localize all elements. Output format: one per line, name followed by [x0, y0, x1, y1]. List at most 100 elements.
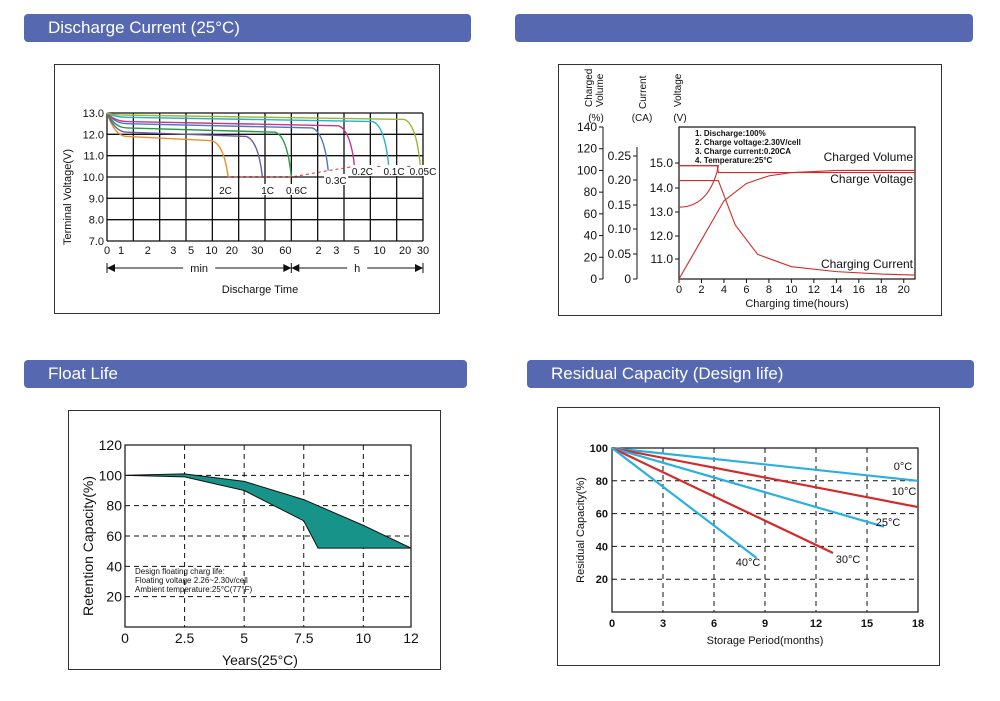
charge-x-axis-label: Charging time(hours): [745, 298, 848, 310]
discharge-arrow-head: [283, 264, 300, 272]
charge-volume-header: Volume: [595, 73, 606, 107]
charge-volume-tick-label: 60: [584, 207, 598, 221]
discharge-x-tick-label: 30: [417, 245, 429, 257]
float-x-tick-label: 10: [356, 630, 372, 646]
residual-y-tick-label: 80: [596, 476, 608, 488]
residual-x-tick-label: 3: [660, 618, 666, 630]
float-life-chart: 20 40 60 80 100 120 0 2.5 5 7.5 10 12 Retention Capa…: [80, 437, 419, 668]
residual-line-10°C: [611, 446, 919, 509]
float-note: Ambient temperature:25°C(77°F): [135, 585, 252, 594]
residual-x-tick-label: 12: [810, 618, 822, 630]
discharge-x-tick-label: 5: [188, 245, 194, 257]
float-chart-panel: 20 40 60 80 100 120 0 2.5 5 7.5 10 12 Retention Capa…: [68, 410, 441, 670]
charge-volume-tick-label: 20: [584, 250, 598, 264]
residual-x-tick-label: 0: [609, 618, 615, 630]
discharge-curve-0.3C: [106, 112, 329, 171]
float-x-tick-label: 2.5: [175, 630, 195, 646]
discharge-arrow-head: [107, 264, 115, 272]
discharge-x-tick-label: 60: [279, 245, 291, 257]
residual-y-tick-label: 40: [596, 541, 608, 553]
residual-y-axis-label: Residual Capacity(%): [575, 477, 587, 583]
discharge-x-tick-label: 3: [333, 245, 339, 257]
residual-x-tick-label: 18: [912, 618, 924, 630]
residual-capacity-header: Residual Capacity (Design life): [527, 360, 974, 388]
discharge-curve-0.05C: [106, 112, 422, 167]
discharge-x-tick-label: 20: [399, 245, 411, 257]
charge-x-tick-label: 0: [676, 284, 682, 296]
charge-plot-frame: [678, 126, 916, 280]
residual-chart-panel: 20 40 60 80 100 0 3 6 9 12 15 18 Residual Capacity(%…: [557, 407, 940, 666]
discharge-current-header: Discharge Current (25°C): [24, 14, 471, 42]
discharge-min-label: min: [190, 263, 208, 275]
discharge-x-tick-label: 20: [226, 245, 238, 257]
discharge-curve-0.6C: [106, 112, 293, 178]
float-y-tick-label: 120: [99, 437, 123, 453]
discharge-x-tick-label: 0: [104, 245, 110, 257]
charge-voltage-tick-label: 12.0: [650, 229, 674, 243]
discharge-arrow-head: [415, 264, 423, 272]
discharge-series-label-bg: [324, 174, 349, 185]
residual-x-axis-label: Storage Period(months): [707, 635, 824, 647]
residual-x-tick-label: 15: [861, 618, 873, 630]
discharge-x-tick-label: 5: [354, 245, 360, 257]
charge-volume-tick-label: 100: [577, 163, 597, 177]
charge-volume-tick-label: 0: [590, 272, 597, 286]
float-x-tick-label: 5: [240, 630, 248, 646]
discharge-series-label: 0.1C: [383, 167, 404, 178]
float-y-tick-label: 80: [106, 498, 122, 514]
discharge-y-tick-label: 9.0: [89, 193, 104, 205]
discharge-x-tick-label: 10: [374, 245, 386, 257]
charge-voltage-tick-label: 15.0: [650, 156, 674, 170]
float-life-title: Float Life: [48, 364, 118, 383]
float-life-band: [124, 473, 412, 549]
discharge-y-tick-label: 12.0: [83, 129, 104, 141]
charge-voltage-header: Voltage: [673, 73, 684, 107]
float-y-tick-label: 40: [106, 558, 122, 574]
float-y-tick-label: 100: [99, 467, 123, 483]
float-y-tick-label: 60: [106, 528, 122, 544]
charge-x-tick-label: 20: [898, 284, 910, 296]
float-y-axis-label: Retention Capacity(%): [80, 476, 96, 616]
residual-capacity-chart: 20 40 60 80 100 0 3 6 9 12 15 18 Residual Capacity(%…: [575, 443, 924, 647]
charge-volume-tick-label: 120: [577, 142, 597, 156]
residual-series-label: 0°C: [894, 461, 913, 473]
charge-x-tick-label: 16: [853, 284, 865, 296]
charge-voltage-rise: [678, 165, 720, 208]
float-x-tick-label: 7.5: [294, 630, 314, 646]
charge-current-tick-label: 0.25: [608, 149, 632, 163]
charge-volume-series-label: Charged Volume: [824, 150, 914, 164]
charge-note: 3. Charge current:0.20CA: [695, 147, 791, 156]
discharge-series-label: 0.3C: [326, 176, 347, 187]
discharge-series-label: 0.6C: [286, 186, 307, 197]
discharge-chart-panel: 13.0 12.0 11.0 10.0 9.0 8.0 7.0 0 1 2 3 5 10 20 30 60 2 3…: [54, 64, 440, 314]
charge-voltage-series-label: Charge Voltage: [830, 172, 913, 186]
discharge-cutoff-line: [228, 165, 421, 178]
charge-current-series-label: Charging Current: [821, 257, 914, 271]
residual-series-label: 40°C: [736, 557, 761, 569]
charge-chart-panel: Charged Volume (%) Current (CA) Voltage (V) 0 20…: [558, 64, 942, 316]
float-x-tick-label: 0: [121, 630, 129, 646]
discharge-y-tick-label: 10.0: [83, 172, 104, 184]
discharge-y-tick-label: 11.0: [83, 151, 104, 163]
residual-series-label: 10°C: [892, 486, 917, 498]
discharge-x-axis-label: Discharge Time: [222, 284, 298, 296]
float-note: Design floating charg life:: [135, 567, 225, 576]
discharge-y-axis-label: Terminal Voltage(V): [62, 149, 74, 245]
discharge-curve-0.2C: [106, 112, 356, 167]
charge-chart: Charged Volume(%)Current(CA)Voltage(V)020…: [577, 69, 916, 310]
discharge-chart: 13.012.011.010.09.08.07.00 1 2 3 5 10 20 30 60 2 3…: [62, 108, 436, 296]
discharge-curve-1C: [106, 112, 264, 178]
discharge-series-label-bg: [255, 184, 280, 195]
discharge-series-label: 1C: [261, 186, 274, 197]
charge-x-tick-label: 4: [721, 284, 727, 296]
residual-line-40°C: [611, 447, 758, 559]
charge-note: 4. Temperature:25°C: [695, 156, 773, 165]
residual-y-tick-label: 100: [590, 443, 608, 455]
discharge-series-label-bg: [284, 184, 309, 195]
charge-current-tick-label: 0.10: [608, 222, 632, 236]
charge-voltage-unit: (V): [673, 113, 686, 124]
residual-series-label: 25°C: [876, 517, 901, 529]
discharge-y-tick-label: 7.0: [89, 236, 104, 248]
discharge-curve-2C: [106, 112, 229, 178]
charge-x-tick-label: 2: [698, 284, 704, 296]
